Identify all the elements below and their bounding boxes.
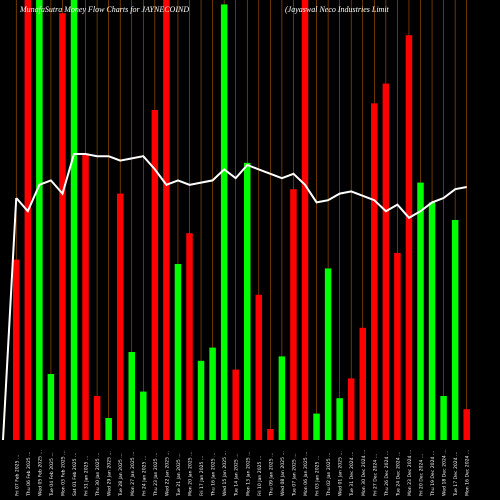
x-tick-label: Fri 07 Feb 2025 ...: [14, 455, 20, 496]
bar-down: [163, 0, 170, 440]
bar-up: [428, 202, 436, 440]
x-tick-label: Fri 20 Dec 2024 ...: [419, 454, 425, 496]
bar-up: [209, 347, 216, 440]
x-tick-label: Tue 04 Feb 2025 ...: [49, 452, 55, 497]
x-tick-label: Mon 23 Dec 2024 ...: [407, 450, 413, 496]
bar-up: [140, 391, 147, 440]
x-tick-label: Tue 28 Jan 2025 ...: [118, 453, 124, 497]
bar-up: [70, 0, 78, 440]
bar-down: [405, 35, 413, 440]
x-tick-label: Thu 19 Dec 2024 ...: [430, 451, 436, 497]
x-tick-label: Wed 15 Jan 2025 ...: [222, 451, 228, 496]
bar-up: [128, 352, 135, 440]
money-flow-line-start: [2, 197, 18, 441]
x-tick-label: Mon 13 Jan 2025 ...: [245, 451, 251, 496]
bar-down: [301, 0, 309, 440]
x-tick-label: Thu 30 Jan 2025 ...: [95, 453, 101, 497]
bar-down: [255, 294, 263, 440]
x-tick-label: Thu 23 Jan 2025 ...: [153, 453, 159, 497]
x-tick-label: Fri 03 Jan 2025 ...: [315, 456, 321, 496]
x-tick-label: Fri 24 Jan 2025 ...: [141, 456, 147, 496]
bar-up: [313, 413, 320, 440]
x-tick-label: Sat 01 Feb 2025 ...: [72, 453, 78, 496]
x-tick-label: Wed 08 Jan 2025 ...: [280, 451, 286, 496]
bar-down: [186, 233, 193, 440]
bar-down: [232, 369, 239, 440]
x-tick-label: Mon 20 Jan 2025 ...: [188, 451, 194, 496]
bar-down: [347, 378, 355, 440]
x-tick-label: Mon 27 Jan 2025 ...: [130, 451, 136, 496]
money-flow-line: [15, 153, 467, 220]
bar-up: [47, 374, 55, 440]
x-tick-label: Mon 30 Dec 2024 ...: [361, 450, 367, 496]
bar-down: [59, 13, 66, 440]
x-tick-label: Wed 05 Feb 2025 ...: [37, 450, 43, 496]
bar-down: [13, 259, 20, 440]
x-tick-label: Tue 07 Jan 2025 ...: [291, 453, 297, 497]
bar-down: [93, 396, 101, 440]
bar-up: [417, 182, 424, 440]
bar-down: [151, 110, 159, 440]
x-tick-label: Thu 09 Jan 2025 ...: [268, 453, 274, 497]
bar-down: [82, 154, 89, 440]
bar-up: [324, 268, 332, 440]
x-tick-label: Thu 06 Feb 2025 ...: [26, 451, 32, 497]
x-tick-label: Thu 02 Jan 2025 ...: [326, 453, 332, 497]
bar-up: [336, 398, 343, 440]
x-tick-label: Wed 01 Jan 2025 ...: [338, 451, 344, 496]
x-tick-label: Wed 22 Jan 2025 ...: [164, 451, 170, 496]
bar-up: [451, 220, 459, 440]
x-tick-label: Tue 31 Dec 2024 ...: [349, 452, 355, 498]
bar-down: [463, 409, 470, 440]
bar-up: [105, 418, 112, 440]
bar-up: [220, 4, 228, 441]
chart-title: MunafaSutra Money Flow Charts for JAYNEC…: [20, 5, 190, 14]
bar-down: [267, 429, 274, 440]
bar-up: [197, 360, 205, 440]
bar-down: [382, 83, 390, 440]
x-tick-label: Mon 03 Feb 2025 ...: [60, 450, 66, 496]
x-tick-label: Tue 21 Jan 2025 ...: [176, 453, 182, 497]
x-tick-label: Mon 06 Jan 2025 ...: [303, 451, 309, 496]
bar-down: [24, 0, 32, 440]
x-tick-label: Tue 17 Dec 2024 ...: [453, 452, 459, 498]
bar-down: [359, 327, 366, 440]
x-tick-label: Thu 16 Jan 2025 ...: [211, 453, 217, 497]
x-tick-label: Fri 27 Dec 2024 ...: [372, 454, 378, 496]
bar-down: [394, 253, 401, 440]
x-tick-label: Fri 17 Jan 2025 ...: [199, 456, 205, 496]
x-tick-label: Wed 18 Dec 2024 ...: [442, 449, 448, 496]
x-tick-label: Thu 26 Dec 2024 ...: [384, 451, 390, 497]
x-tick-label: Mon 16 Dec 2024 ...: [465, 450, 471, 496]
bar-up: [174, 264, 182, 440]
x-tick-label: Tue 14 Jan 2025 ...: [234, 453, 240, 497]
x-tick-label: Tue 24 Dec 2024 ...: [395, 452, 401, 498]
bar-down: [290, 189, 297, 440]
x-tick-label: Wed 29 Jan 2025 ...: [107, 451, 113, 496]
bar-down: [116, 193, 124, 440]
bar-up: [278, 356, 286, 440]
company-name: (Jayaswal Neco Industries Limit: [285, 5, 389, 14]
bar-up: [440, 396, 447, 440]
bar-up: [244, 162, 251, 441]
x-tick-label: Fri 10 Jan 2025 ...: [257, 456, 263, 496]
x-tick-label: Fri 31 Jan 2025 ...: [84, 456, 90, 496]
bar-up: [36, 0, 43, 440]
bar-down: [371, 103, 378, 441]
